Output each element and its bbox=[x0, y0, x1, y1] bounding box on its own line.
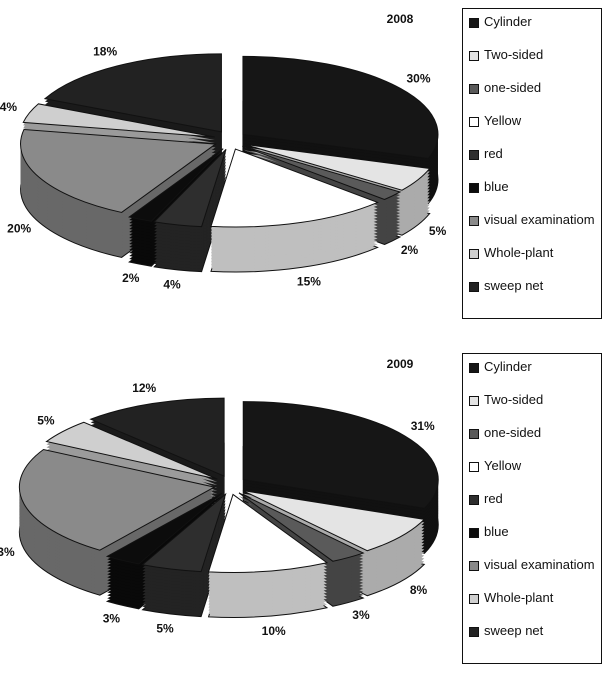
legend-item: red bbox=[469, 147, 595, 161]
legend-swatch bbox=[469, 18, 479, 28]
legend-swatch bbox=[469, 216, 479, 226]
slice bbox=[45, 421, 218, 480]
legend: Cylinder Two-sided one-sided Yellow red blue v… bbox=[462, 8, 602, 319]
legend-swatch bbox=[469, 363, 479, 373]
slice bbox=[210, 148, 379, 228]
legend-item: blue bbox=[469, 180, 595, 194]
legend-swatch bbox=[469, 528, 479, 538]
legend-item: Cylinder bbox=[469, 360, 595, 374]
data-label: 31% bbox=[411, 419, 435, 433]
data-label: 3% bbox=[352, 608, 370, 622]
legend-item: red bbox=[469, 492, 595, 506]
legend-swatch bbox=[469, 150, 479, 160]
legend-swatch bbox=[469, 183, 479, 193]
data-label: 20% bbox=[7, 221, 31, 235]
slice bbox=[89, 397, 225, 477]
data-label: 3% bbox=[103, 611, 121, 625]
slice bbox=[238, 492, 365, 562]
data-label: 8% bbox=[410, 583, 428, 597]
legend-label: one-sided bbox=[484, 425, 542, 440]
legend-label: one-sided bbox=[484, 80, 542, 95]
data-label: 2% bbox=[122, 271, 140, 285]
legend-swatch bbox=[469, 594, 479, 604]
legend-label: red bbox=[484, 491, 503, 506]
legend-swatch bbox=[469, 396, 479, 406]
legend-label: Yellow bbox=[484, 458, 522, 473]
legend-swatch bbox=[469, 561, 479, 571]
legend-label: Two-sided bbox=[484, 392, 544, 407]
legend-swatch bbox=[469, 117, 479, 127]
slice bbox=[128, 148, 224, 222]
legend-item: Cylinder bbox=[469, 15, 595, 29]
slice bbox=[22, 103, 215, 138]
slice bbox=[18, 448, 216, 551]
legend-item: Yellow bbox=[469, 459, 595, 473]
legend-item: sweep net bbox=[469, 624, 595, 638]
data-label: 18% bbox=[93, 45, 117, 59]
legend-swatch bbox=[469, 84, 479, 94]
slice bbox=[242, 145, 402, 201]
slice bbox=[105, 492, 223, 565]
legend-label: Whole-plant bbox=[484, 245, 554, 260]
legend: Cylinder Two-sided one-sided Yellow red blue v… bbox=[462, 353, 602, 664]
legend-item: Two-sided bbox=[469, 393, 595, 407]
legend-label: Two-sided bbox=[484, 47, 544, 62]
slice bbox=[242, 401, 439, 509]
legend-item: one-sided bbox=[469, 426, 595, 440]
slice bbox=[242, 490, 426, 552]
legend-item: Whole-plant bbox=[469, 591, 595, 605]
data-label: 4% bbox=[0, 100, 17, 114]
chart-title: 2008 bbox=[387, 12, 414, 26]
legend-item: Whole-plant bbox=[469, 246, 595, 260]
slice bbox=[43, 53, 222, 133]
legend-swatch bbox=[469, 462, 479, 472]
legend-item: one-sided bbox=[469, 81, 595, 95]
legend-label: visual examinatiom bbox=[484, 212, 595, 227]
data-label: 2% bbox=[401, 243, 419, 257]
legend-item: visual examinatiom bbox=[469, 558, 595, 572]
legend-item: sweep net bbox=[469, 279, 595, 293]
data-label: 30% bbox=[406, 71, 430, 85]
legend-label: sweep net bbox=[484, 278, 544, 293]
legend-swatch bbox=[469, 51, 479, 61]
legend-swatch bbox=[469, 282, 479, 292]
pie-chart: 2009 31% 8% 3% 10% 5% 3% 23% 5% 12% bbox=[0, 357, 439, 638]
legend-label: blue bbox=[484, 179, 509, 194]
pie-chart: 2008 30% 5% 2% 15% 4% 2% 20% 4% 18% bbox=[0, 12, 447, 292]
legend-swatch bbox=[469, 429, 479, 439]
chart-title: 2009 bbox=[387, 357, 414, 371]
legend-swatch bbox=[469, 495, 479, 505]
legend-item: Two-sided bbox=[469, 48, 595, 62]
slice bbox=[141, 492, 227, 573]
legend-item: Yellow bbox=[469, 114, 595, 128]
legend-item: blue bbox=[469, 525, 595, 539]
slice bbox=[242, 55, 439, 159]
legend-label: sweep net bbox=[484, 623, 544, 638]
data-label: 4% bbox=[163, 278, 181, 292]
data-label: 10% bbox=[262, 624, 286, 638]
slice bbox=[244, 143, 431, 191]
legend-label: Cylinder bbox=[484, 359, 532, 374]
slice bbox=[207, 493, 329, 573]
data-label: 15% bbox=[297, 275, 321, 289]
legend-swatch bbox=[469, 627, 479, 637]
legend-label: Cylinder bbox=[484, 14, 532, 29]
slice bbox=[153, 148, 227, 228]
data-label: 12% bbox=[132, 381, 156, 395]
legend-label: red bbox=[484, 146, 503, 161]
legend-item: visual examinatiom bbox=[469, 213, 595, 227]
data-label: 5% bbox=[156, 622, 174, 636]
data-label: 5% bbox=[429, 224, 447, 238]
legend-label: Yellow bbox=[484, 113, 522, 128]
slice bbox=[20, 128, 217, 213]
data-label: 23% bbox=[0, 545, 15, 559]
legend-label: blue bbox=[484, 524, 509, 539]
legend-label: visual examinatiom bbox=[484, 557, 595, 572]
legend-label: Whole-plant bbox=[484, 590, 554, 605]
legend-swatch bbox=[469, 249, 479, 259]
data-label: 5% bbox=[37, 414, 55, 428]
